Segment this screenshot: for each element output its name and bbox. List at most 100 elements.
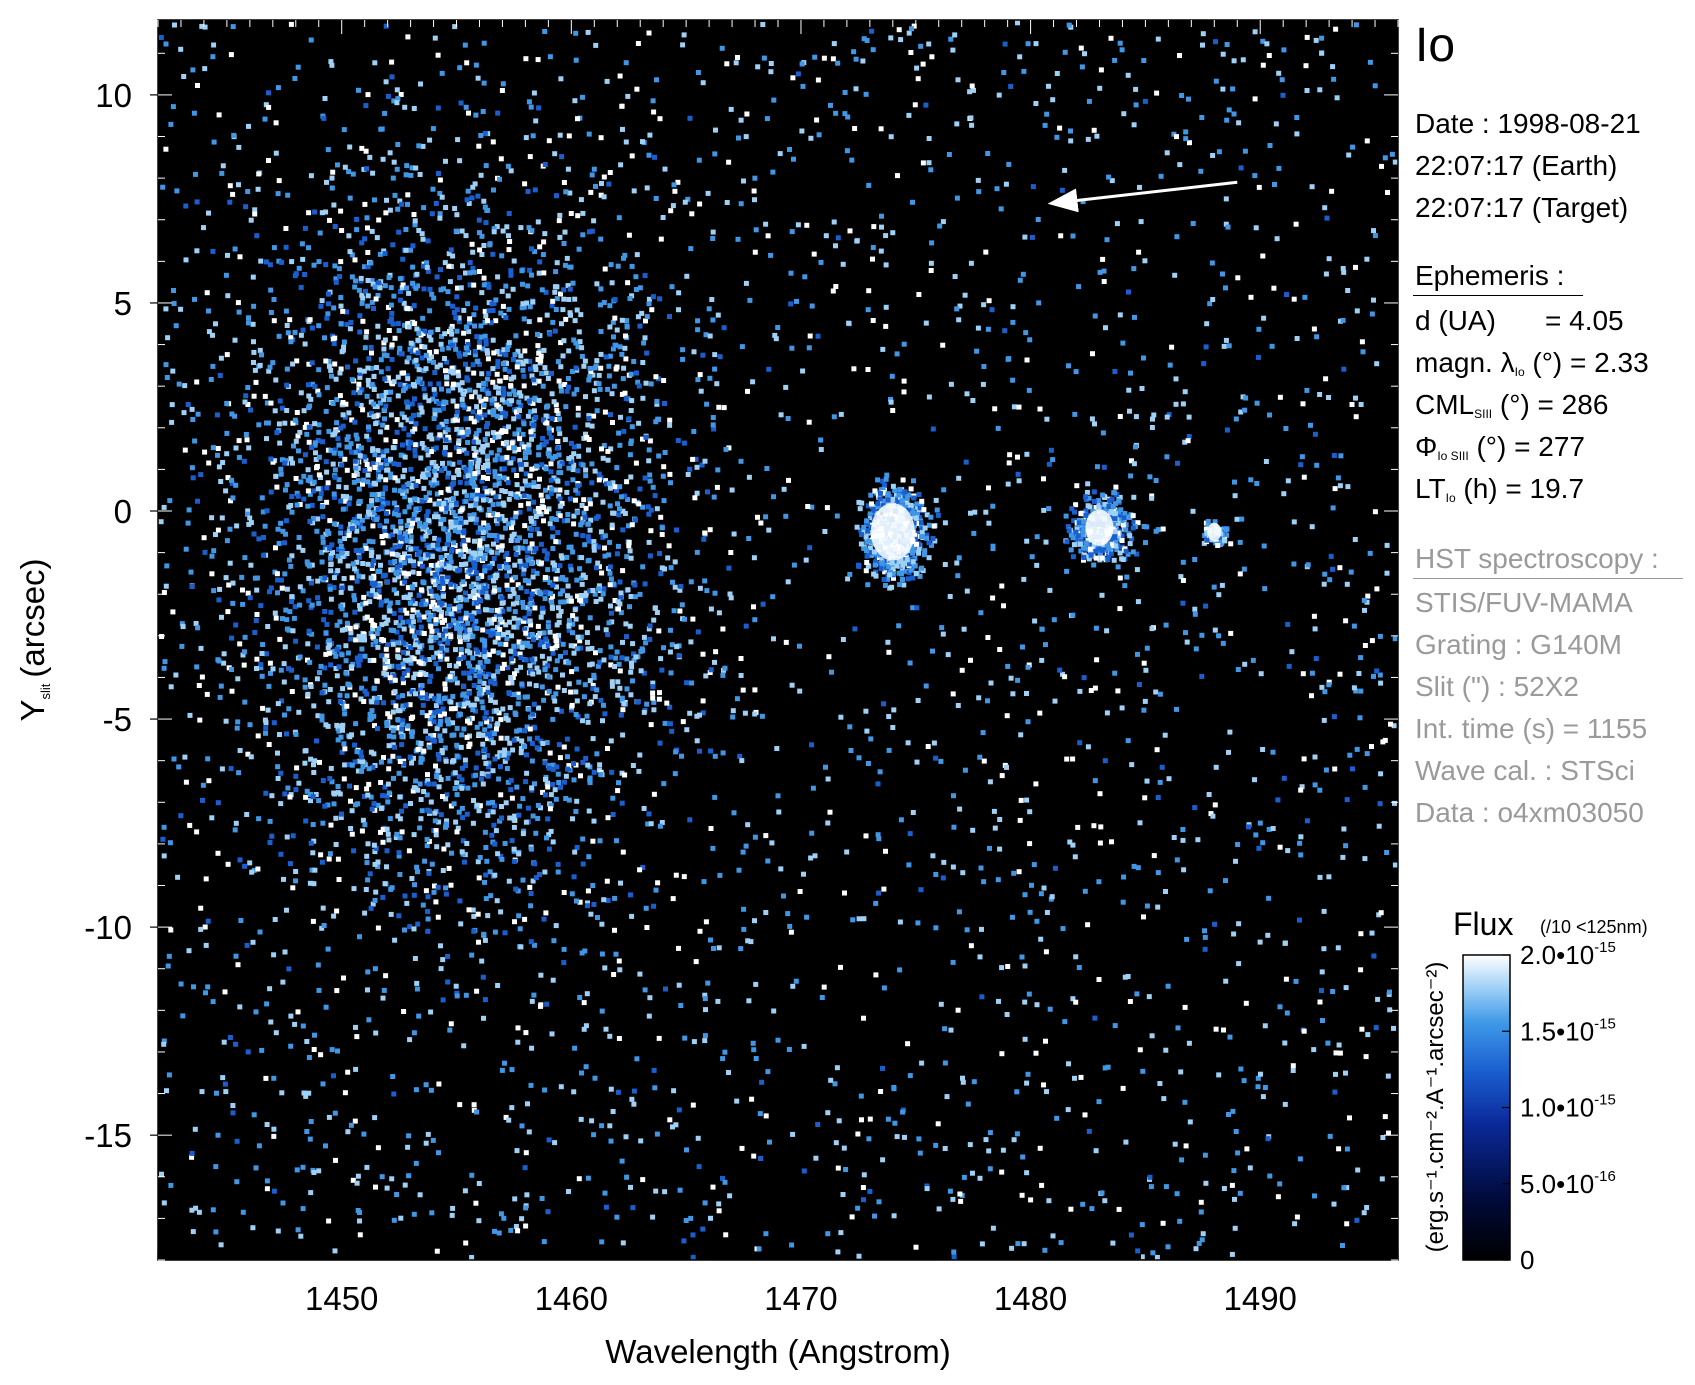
speckle-pixel (771, 97, 777, 103)
speckle-pixel (775, 325, 781, 330)
speckle-pixel (256, 816, 262, 822)
speckle-pixel (485, 752, 491, 758)
speckle-pixel (469, 952, 475, 958)
speckle-pixel (773, 336, 779, 342)
speckle-pixel (503, 641, 509, 647)
speckle-pixel (582, 542, 588, 548)
speckle-pixel (499, 856, 505, 862)
speckle-pixel (529, 998, 535, 1004)
speckle-pixel (536, 669, 542, 675)
speckle-pixel (160, 836, 166, 842)
speckle-pixel (675, 179, 681, 185)
speckle-pixel (200, 782, 206, 788)
speckle-pixel (1129, 458, 1134, 464)
speckle-pixel (501, 466, 507, 472)
speckle-pixel (1135, 1248, 1141, 1254)
speckle-pixel (286, 966, 292, 972)
speckle-pixel (445, 474, 451, 480)
speckle-pixel (915, 698, 921, 703)
speckle-pixel (858, 1093, 864, 1099)
speckle-pixel (395, 96, 401, 102)
speckle-pixel (511, 615, 517, 621)
speckle-pixel (1279, 77, 1285, 83)
speckle-pixel (838, 714, 844, 720)
speckle-pixel (535, 219, 541, 225)
speckle-pixel (1301, 474, 1307, 480)
speckle-pixel (1336, 1146, 1342, 1152)
speckle-pixel (278, 851, 284, 857)
speckle-pixel (232, 827, 238, 833)
speckle-pixel (1216, 149, 1222, 155)
speckle-pixel (478, 447, 484, 453)
speckle-pixel (518, 353, 524, 359)
speckle-pixel (1322, 571, 1328, 577)
speckle-pixel (264, 400, 270, 406)
speckle-pixel (332, 1248, 338, 1254)
speckle-pixel (425, 894, 431, 900)
speckle-pixel (545, 620, 551, 626)
speckle-pixel (866, 182, 872, 188)
speckle-pixel (393, 510, 398, 516)
speckle-pixel (477, 542, 483, 548)
speckle-pixel (1284, 292, 1290, 298)
speckle-pixel (232, 413, 238, 419)
speckle-pixel (362, 910, 368, 916)
speckle-pixel (615, 501, 620, 507)
speckle-pixel (549, 1031, 555, 1037)
speckle-pixel (527, 154, 533, 160)
speckle-pixel (310, 822, 316, 827)
speckle-pixel (298, 284, 304, 290)
speckle-pixel (562, 382, 568, 387)
speckle-pixel (891, 707, 897, 713)
speckle-pixel (202, 24, 208, 30)
speckle-pixel (512, 1196, 518, 1202)
speckle-pixel (539, 653, 545, 659)
speckle-pixel (797, 688, 803, 694)
speckle-pixel (319, 925, 325, 931)
speckle-pixel (343, 401, 349, 407)
speckle-pixel (237, 748, 243, 753)
speckle-pixel (460, 692, 466, 698)
speckle-pixel (565, 283, 571, 289)
speckle-pixel (826, 654, 832, 660)
speckle-pixel (386, 837, 392, 843)
speckle-pixel (630, 678, 635, 684)
speckle-pixel (804, 222, 810, 228)
speckle-pixel (1129, 762, 1135, 768)
speckle-pixel (812, 853, 818, 859)
speckle-pixel (381, 393, 387, 398)
speckle-pixel (1010, 304, 1016, 310)
speckle-pixel (1255, 1084, 1261, 1090)
speckle-pixel (293, 773, 299, 779)
speckle-pixel (593, 380, 599, 386)
speckle-pixel (996, 92, 1002, 98)
speckle-pixel (563, 404, 569, 410)
speckle-pixel (975, 177, 981, 183)
speckle-pixel (331, 790, 337, 796)
speckle-pixel (480, 974, 486, 980)
speckle-pixel (1351, 623, 1357, 629)
speckle-pixel (565, 766, 571, 772)
speckle-pixel (1108, 35, 1114, 41)
speckle-pixel (329, 175, 335, 181)
speckle-pixel (373, 481, 378, 487)
speckle-pixel (601, 174, 607, 180)
speckle-pixel (1341, 366, 1347, 372)
speckle-pixel (364, 215, 370, 221)
speckle-pixel (690, 1254, 696, 1260)
speckle-pixel (571, 462, 577, 468)
speckle-pixel (282, 460, 288, 466)
speckle-pixel (159, 634, 165, 639)
speckle-pixel (610, 510, 616, 516)
speckle-pixel (170, 609, 176, 615)
speckle-pixel (627, 452, 633, 458)
speckle-pixel (380, 452, 386, 458)
speckle-pixel (391, 1091, 397, 1097)
speckle-pixel (1330, 989, 1336, 994)
speckle-pixel (381, 397, 387, 403)
speckle-pixel (1311, 1047, 1317, 1053)
speckle-pixel (1258, 1071, 1263, 1077)
speckle-pixel (1380, 1135, 1386, 1140)
speckle-pixel (558, 653, 563, 659)
speckle-pixel (402, 488, 408, 494)
